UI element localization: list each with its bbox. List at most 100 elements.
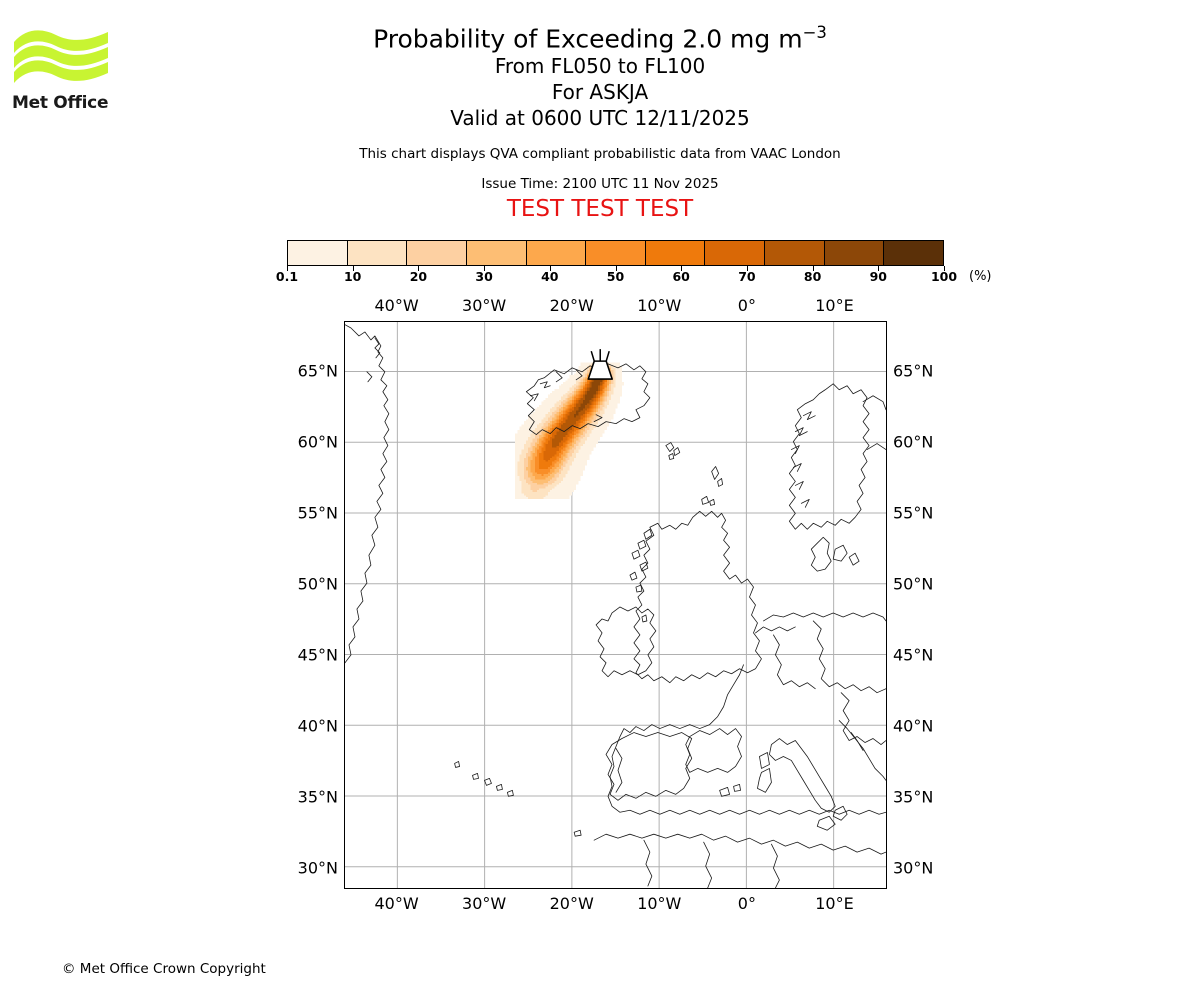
plume-cell (604, 387, 607, 390)
plume-cell (515, 493, 518, 496)
plume-cell (598, 406, 601, 409)
plume-cell (556, 488, 559, 491)
plume-cell (595, 387, 599, 390)
plume-cell (574, 410, 577, 413)
plume-cell (567, 428, 570, 430)
plume-cell (565, 479, 568, 482)
plume-cell (560, 410, 564, 413)
plume-cell (532, 454, 535, 457)
plume-cell (519, 431, 522, 434)
plume-cell (541, 415, 544, 418)
plume-cell (536, 456, 540, 459)
plume-cell (536, 491, 540, 494)
plume-cell (526, 421, 529, 423)
plume-cell (587, 396, 590, 399)
colorbar-tick (418, 266, 420, 271)
plume-cell (595, 401, 599, 404)
plume-cell (536, 433, 540, 436)
plume-cell (517, 495, 520, 498)
plume-cell (541, 481, 544, 483)
latitude-tick-label: 40°N (893, 716, 934, 736)
plume-cell (521, 435, 524, 437)
plume-cell (574, 399, 577, 402)
plume-cell (613, 401, 616, 404)
plume-cell (580, 399, 583, 402)
plume-cell (591, 429, 594, 432)
plume-cell (558, 398, 561, 400)
plume-cell (606, 389, 609, 391)
plume-cell (591, 382, 594, 384)
plume-cell (565, 449, 568, 452)
plume-cell (545, 408, 548, 411)
colorbar-tick-label: 100 (930, 269, 958, 284)
plume-cell (578, 442, 581, 445)
plume-cell (554, 412, 557, 414)
plume-cell (556, 461, 559, 464)
plume-cell (536, 436, 540, 439)
plume-cell (595, 389, 599, 391)
plume-cell (569, 375, 572, 377)
plume-cell (578, 378, 581, 381)
plume-cell (565, 470, 568, 473)
plume-cell (545, 454, 548, 457)
plume-cell (613, 367, 616, 370)
plume-cell (523, 491, 527, 494)
plume-cell (536, 442, 540, 445)
plume-cell (543, 490, 546, 492)
plume-cell (545, 493, 548, 496)
plume-cell (584, 451, 588, 453)
plume-cell (569, 449, 572, 452)
plume-cell (532, 481, 535, 483)
plume-cell (554, 413, 557, 416)
colorbar-tick-label: 10 (343, 269, 362, 284)
plume-cell (574, 444, 577, 446)
plume-cell (593, 422, 596, 425)
plume-cell (523, 475, 527, 478)
plume-cell (565, 401, 568, 404)
plume-cell (582, 383, 585, 386)
plume-cell (534, 412, 537, 414)
plume-cell (545, 477, 548, 480)
plume-cell (536, 479, 540, 482)
plume-cell (526, 482, 529, 485)
plume-cell (521, 444, 524, 446)
plume-cell (591, 431, 594, 434)
plume-cell (554, 475, 557, 478)
plume-cell (556, 479, 559, 482)
plume-cell (578, 465, 581, 468)
plume-cell (574, 451, 577, 453)
plume-cell (569, 413, 572, 416)
plume-cell (578, 472, 581, 475)
plume-cell (530, 468, 533, 471)
plume-cell (550, 463, 553, 466)
plume-cell (582, 410, 585, 413)
plume-cell (600, 390, 603, 393)
plume-cell (552, 412, 555, 414)
plume-cell (554, 436, 557, 439)
plume-cell (576, 461, 579, 464)
plume-cell (547, 451, 551, 453)
plume-cell (576, 474, 579, 476)
plume-cell (554, 449, 557, 452)
plume-cell (556, 435, 559, 437)
plume-cell (591, 396, 594, 399)
plume-cell (584, 394, 588, 397)
plume-cell (563, 399, 566, 402)
plume-cell (578, 412, 581, 414)
plume-cell (541, 429, 544, 432)
plume-cell (608, 410, 612, 413)
plume-cell (521, 433, 524, 436)
plume-cell (584, 463, 588, 466)
plume-cell (571, 467, 575, 469)
plume-cell (556, 419, 559, 422)
plume-cell (534, 488, 537, 491)
plume-cell (571, 449, 575, 452)
plume-cell (536, 426, 540, 429)
plume-cell (528, 486, 531, 489)
plume-cell (532, 413, 535, 416)
plume-cell (521, 491, 524, 494)
plume-cell (602, 422, 605, 425)
colorbar-tick-label: 20 (409, 269, 428, 284)
plume-cell (565, 422, 568, 425)
plume-cell (515, 470, 518, 473)
